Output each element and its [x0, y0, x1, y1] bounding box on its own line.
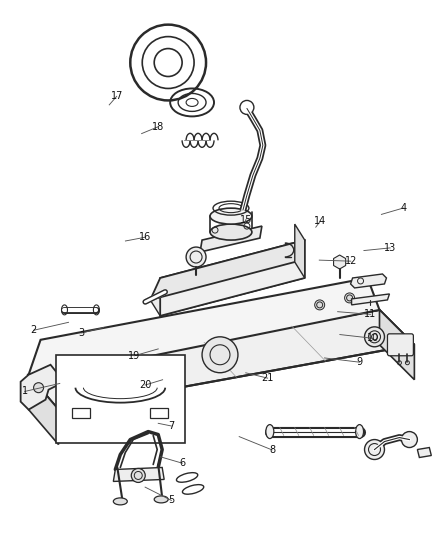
Circle shape [71, 365, 80, 375]
Polygon shape [21, 365, 58, 410]
Circle shape [201, 337, 237, 373]
Polygon shape [28, 375, 58, 445]
Polygon shape [150, 262, 304, 316]
Polygon shape [28, 310, 413, 410]
Text: 3: 3 [78, 328, 85, 338]
Text: 21: 21 [261, 373, 273, 383]
Polygon shape [160, 240, 304, 316]
Text: 9: 9 [356, 357, 362, 367]
Text: 14: 14 [313, 216, 325, 227]
Polygon shape [417, 448, 431, 457]
Polygon shape [294, 224, 304, 278]
Polygon shape [113, 467, 164, 481]
Circle shape [314, 300, 324, 310]
Circle shape [95, 357, 105, 367]
Circle shape [344, 293, 354, 303]
Circle shape [131, 469, 145, 482]
Polygon shape [350, 274, 385, 288]
Bar [150, 408, 168, 417]
Text: 20: 20 [138, 380, 151, 390]
Text: 8: 8 [268, 445, 275, 455]
Circle shape [240, 100, 253, 115]
Text: 7: 7 [168, 421, 174, 431]
Polygon shape [28, 278, 378, 375]
Text: 4: 4 [399, 203, 406, 213]
Circle shape [364, 440, 384, 459]
Ellipse shape [265, 425, 273, 439]
Text: 10: 10 [366, 333, 378, 343]
Circle shape [400, 432, 417, 448]
Text: 11: 11 [364, 309, 376, 319]
Ellipse shape [209, 208, 251, 224]
Circle shape [186, 247, 205, 267]
Text: 19: 19 [128, 351, 140, 361]
Bar [55, 355, 185, 442]
Circle shape [34, 383, 43, 393]
Ellipse shape [113, 498, 127, 505]
Polygon shape [351, 294, 389, 305]
Text: 16: 16 [139, 232, 151, 243]
Text: 1: 1 [21, 386, 28, 397]
Text: 13: 13 [383, 243, 396, 253]
Polygon shape [150, 240, 304, 300]
Ellipse shape [355, 425, 363, 439]
Bar [72, 408, 90, 417]
FancyBboxPatch shape [387, 334, 413, 356]
Ellipse shape [154, 496, 168, 503]
Text: 18: 18 [152, 122, 164, 132]
Circle shape [364, 327, 384, 347]
Text: 2: 2 [30, 325, 36, 335]
Polygon shape [378, 310, 413, 379]
Text: 17: 17 [110, 91, 123, 101]
Text: 12: 12 [344, 256, 356, 266]
Ellipse shape [209, 224, 251, 240]
Text: 15: 15 [239, 215, 251, 225]
Polygon shape [200, 226, 261, 252]
Text: 5: 5 [168, 495, 174, 505]
Text: 6: 6 [179, 458, 185, 468]
